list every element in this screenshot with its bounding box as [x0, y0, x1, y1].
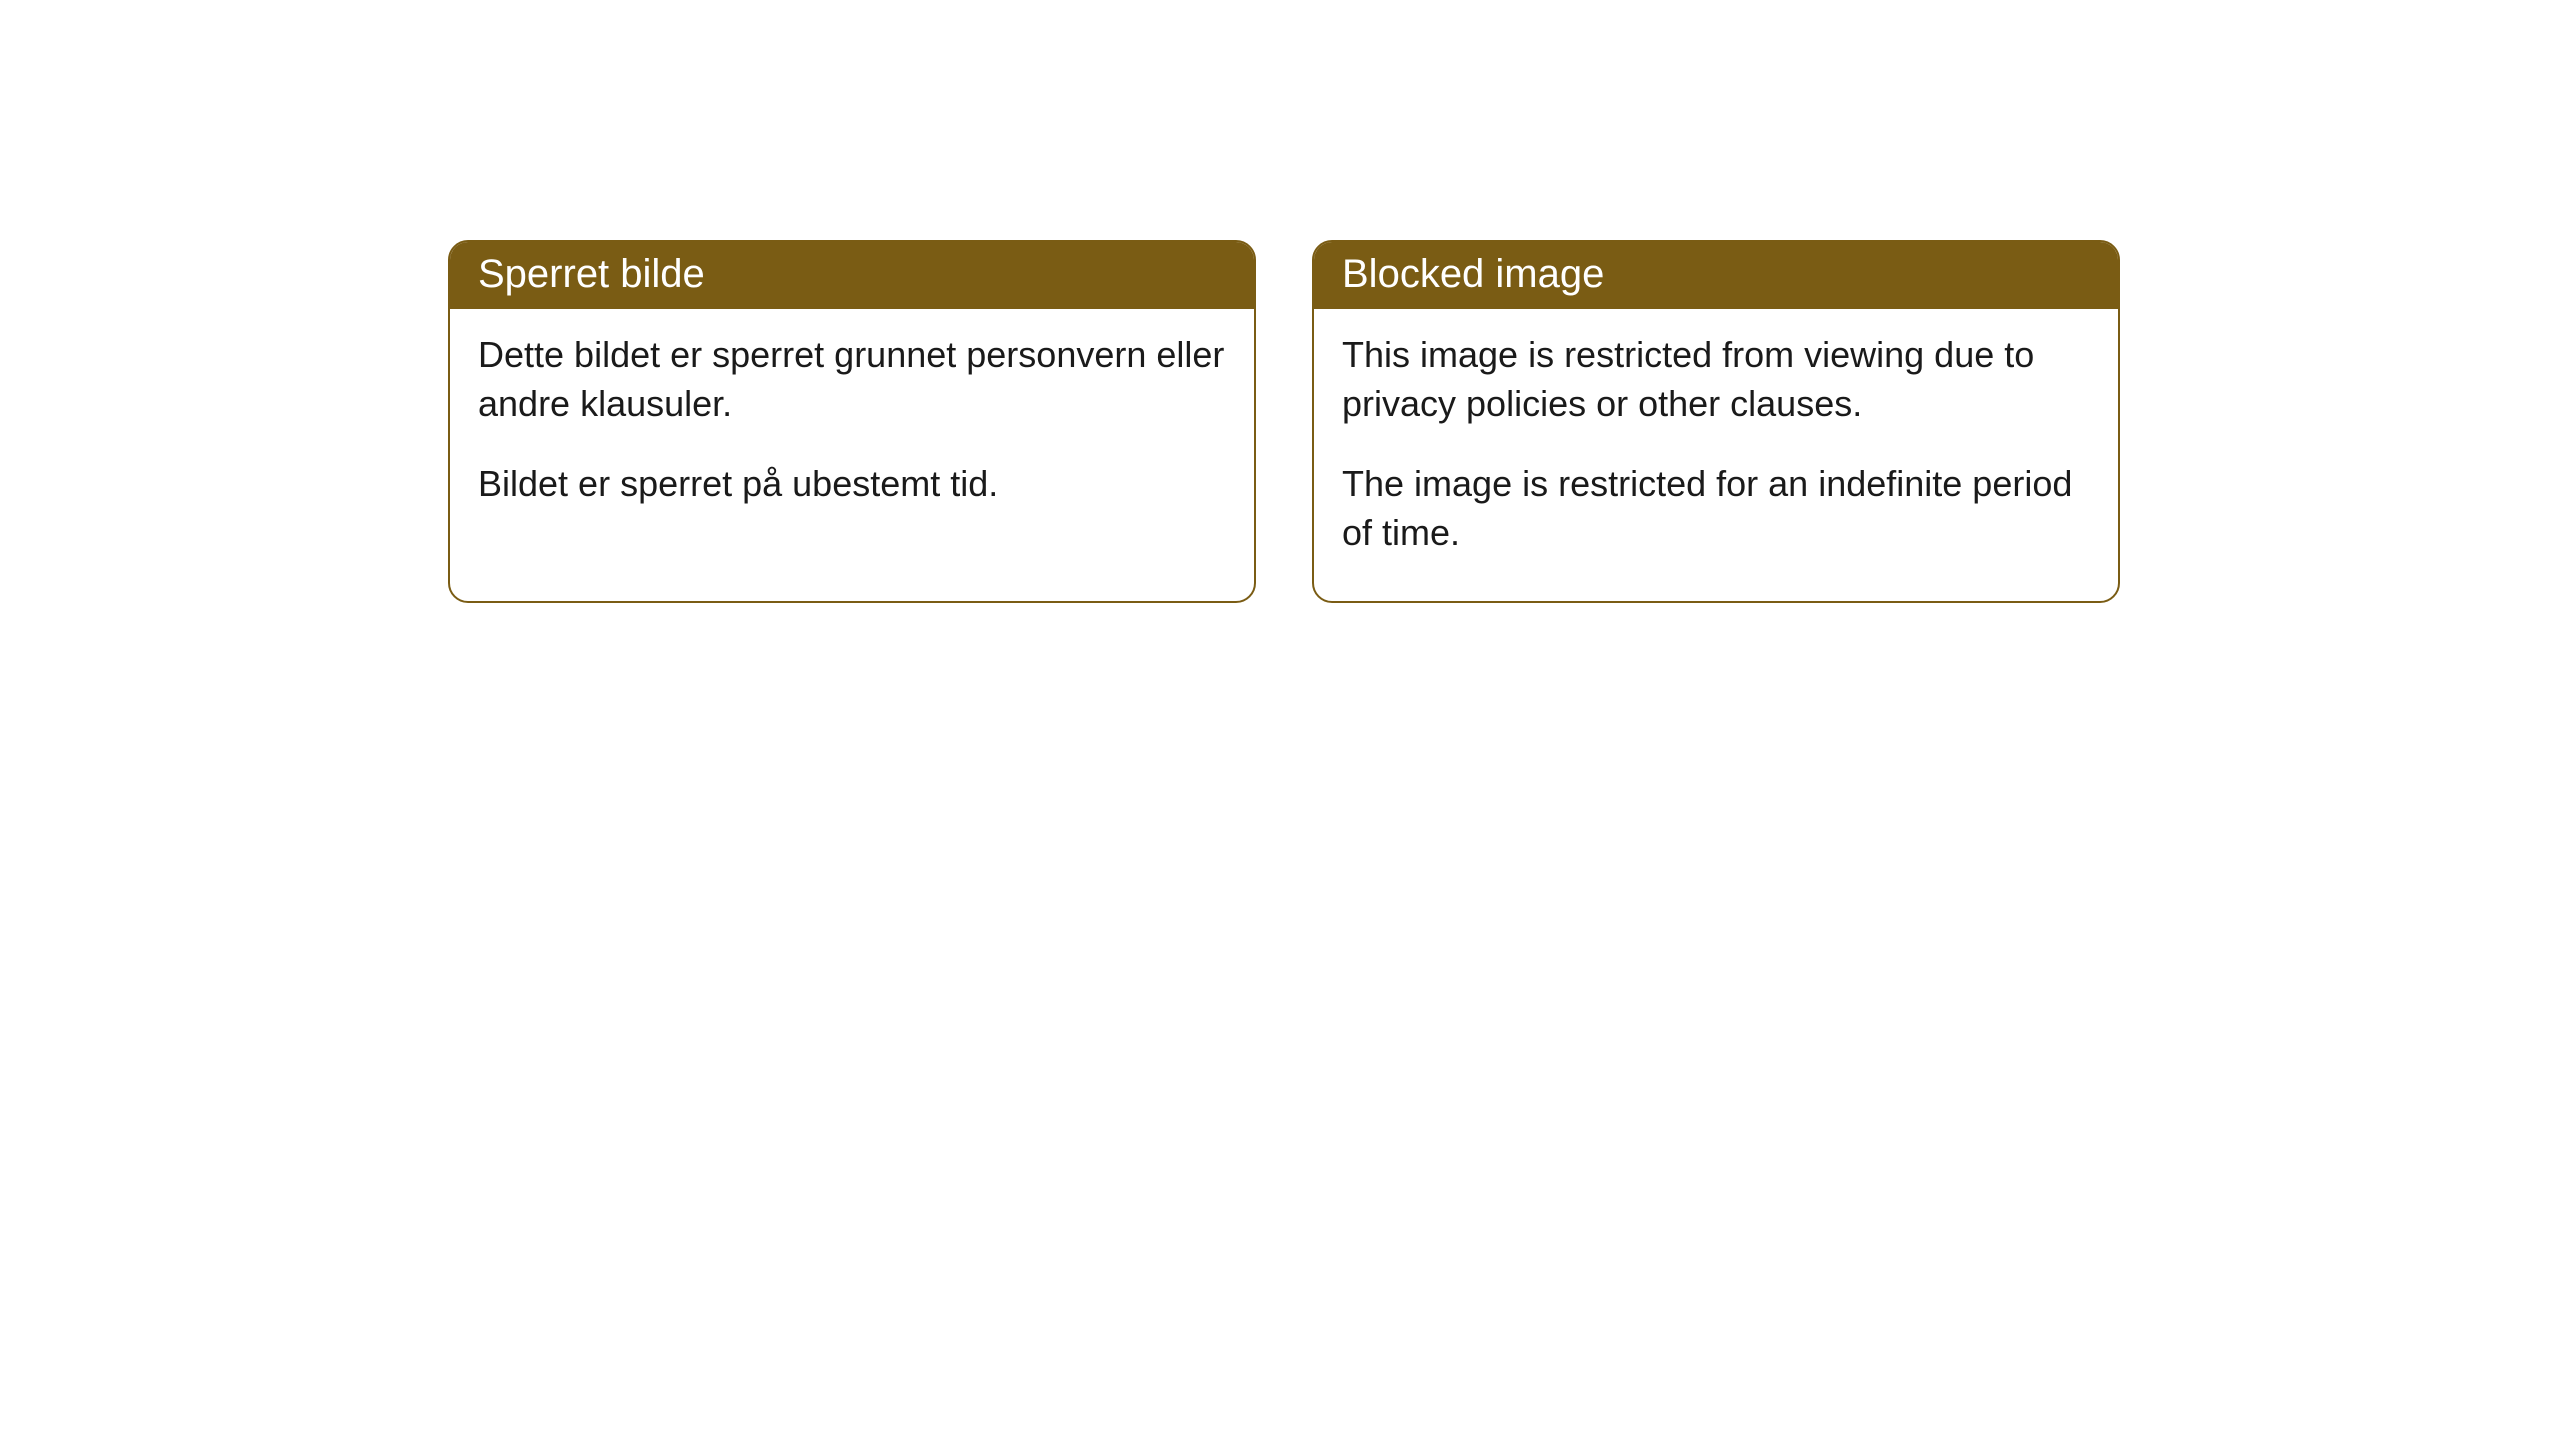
card-paragraph-2: Bildet er sperret på ubestemt tid.	[478, 460, 1226, 509]
notice-container: Sperret bilde Dette bildet er sperret gr…	[0, 0, 2560, 603]
card-paragraph-1: Dette bildet er sperret grunnet personve…	[478, 331, 1226, 428]
card-paragraph-2: The image is restricted for an indefinit…	[1342, 460, 2090, 557]
blocked-image-card-english: Blocked image This image is restricted f…	[1312, 240, 2120, 603]
card-paragraph-1: This image is restricted from viewing du…	[1342, 331, 2090, 428]
card-title: Sperret bilde	[450, 242, 1254, 309]
card-title: Blocked image	[1314, 242, 2118, 309]
card-body: This image is restricted from viewing du…	[1314, 309, 2118, 601]
blocked-image-card-norwegian: Sperret bilde Dette bildet er sperret gr…	[448, 240, 1256, 603]
card-body: Dette bildet er sperret grunnet personve…	[450, 309, 1254, 553]
